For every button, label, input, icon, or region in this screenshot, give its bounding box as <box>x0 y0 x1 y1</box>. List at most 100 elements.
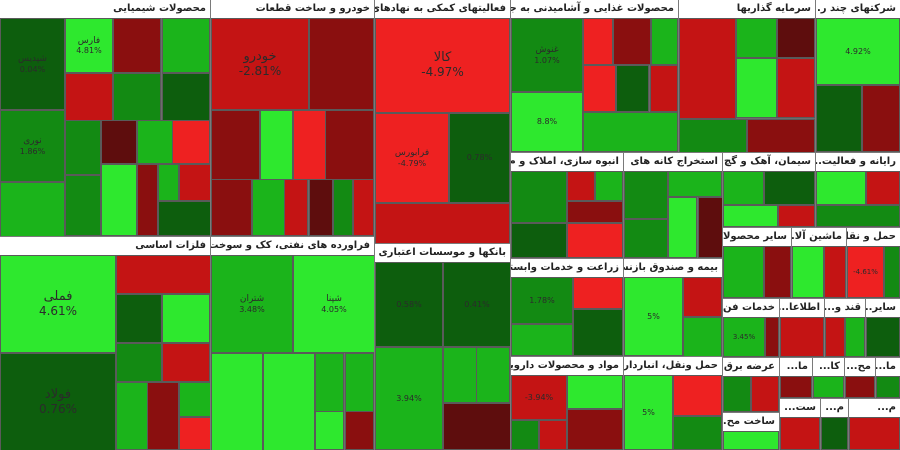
stock-tile[interactable] <box>116 255 210 294</box>
stock-tile[interactable] <box>780 317 824 357</box>
stock-tile[interactable] <box>252 179 285 236</box>
sector-10[interactable]: استخراج کانه های <box>624 153 722 258</box>
sector-7[interactable]: فراورده های نفتی، کک و سوخت ه...شتران3.4… <box>211 237 374 450</box>
stock-tile[interactable] <box>816 85 862 152</box>
stock-tile[interactable] <box>567 223 623 258</box>
sector-15[interactable]: سایر محصولا... <box>723 228 791 298</box>
stock-tile[interactable] <box>764 246 791 298</box>
stock-tile[interactable] <box>624 219 668 258</box>
stock-tile[interactable] <box>137 120 173 164</box>
stock-tile[interactable] <box>113 73 161 121</box>
stock-tile[interactable] <box>698 197 722 258</box>
stock-tile[interactable] <box>845 317 865 357</box>
stock-tile[interactable] <box>723 431 779 450</box>
stock-tile[interactable] <box>624 171 668 219</box>
stock-tile[interactable] <box>821 417 848 450</box>
stock-tile[interactable] <box>137 164 158 236</box>
stock-tile[interactable] <box>813 376 844 398</box>
stock-tile[interactable] <box>263 353 315 450</box>
stock-tile[interactable] <box>179 164 210 201</box>
stock-tile[interactable] <box>0 182 65 236</box>
stock-tile[interactable] <box>179 382 210 417</box>
stock-tile[interactable]: 3.94% <box>375 347 443 450</box>
stock-tile[interactable] <box>116 294 162 343</box>
stock-tile[interactable] <box>825 317 845 357</box>
stock-tile[interactable] <box>539 420 567 450</box>
stock-tile[interactable] <box>511 223 567 258</box>
stock-tile[interactable] <box>616 65 649 112</box>
stock-tile[interactable]: -3.94% <box>511 375 567 420</box>
stock-tile[interactable] <box>723 171 764 205</box>
stock-tile[interactable] <box>101 164 137 236</box>
stock-tile[interactable]: 0.58% <box>375 262 443 347</box>
stock-tile[interactable] <box>849 417 900 450</box>
stock-tile[interactable]: کالا -4.97% <box>375 18 510 113</box>
stock-tile[interactable] <box>162 343 210 382</box>
stock-tile[interactable] <box>777 58 815 118</box>
sector-20[interactable]: خدمات فن... 3.45% <box>723 299 779 357</box>
stock-tile[interactable] <box>325 110 374 180</box>
stock-tile[interactable] <box>333 179 353 236</box>
stock-tile[interactable] <box>816 205 900 227</box>
stock-tile[interactable] <box>101 120 137 164</box>
stock-tile[interactable] <box>567 375 623 409</box>
stock-tile[interactable] <box>583 112 678 152</box>
stock-tile[interactable] <box>179 417 210 450</box>
stock-tile[interactable] <box>345 411 374 450</box>
stock-tile[interactable] <box>736 58 777 118</box>
sector-29[interactable]: ما... <box>876 358 900 398</box>
stock-tile[interactable]: 0.78% <box>449 113 510 203</box>
stock-tile[interactable] <box>668 171 722 197</box>
sector-13[interactable]: زراعت و خدمات وابسته 1.78% <box>511 259 623 356</box>
sector-4[interactable]: سرمایه گذاریها <box>679 0 815 152</box>
stock-tile[interactable] <box>293 110 326 180</box>
stock-tile[interactable] <box>683 317 722 356</box>
sector-19[interactable]: حمل ونقل، انبارداری 5% <box>624 357 722 450</box>
stock-tile[interactable]: شپدیس 0.04% <box>0 18 65 110</box>
stock-tile[interactable] <box>476 347 510 403</box>
sector-28[interactable]: مح... <box>845 358 875 398</box>
stock-tile[interactable] <box>315 411 344 450</box>
stock-tile[interactable] <box>573 309 623 356</box>
sector-5[interactable]: شرکتهای چند ر... 4.92% <box>816 0 900 152</box>
stock-tile[interactable] <box>673 416 722 450</box>
stock-tile[interactable] <box>765 317 779 357</box>
stock-tile[interactable] <box>116 343 162 382</box>
stock-tile[interactable]: نوری 1.86% <box>0 110 65 182</box>
sector-14[interactable]: بیمه و صندوق بازنش... 5% <box>624 259 722 356</box>
stock-tile[interactable] <box>824 246 846 298</box>
stock-tile[interactable]: فرابورس -4.79% <box>375 113 449 203</box>
stock-tile[interactable] <box>567 171 595 201</box>
sector-32[interactable]: م... <box>849 399 900 450</box>
stock-tile[interactable] <box>511 324 573 356</box>
stock-tile[interactable] <box>511 420 539 450</box>
stock-tile[interactable] <box>211 353 263 450</box>
stock-tile[interactable] <box>65 120 101 175</box>
stock-tile[interactable] <box>65 73 113 121</box>
stock-tile[interactable]: 0.41% <box>443 262 510 347</box>
stock-tile[interactable] <box>650 65 678 112</box>
stock-tile[interactable] <box>780 417 820 450</box>
stock-tile[interactable] <box>777 18 815 58</box>
stock-tile[interactable]: شپنا 4.05% <box>293 255 374 353</box>
stock-tile[interactable] <box>764 171 815 205</box>
sector-22[interactable]: قند و... <box>825 299 865 357</box>
stock-tile[interactable] <box>353 179 374 236</box>
stock-tile[interactable] <box>845 376 875 398</box>
stock-tile[interactable] <box>876 376 900 398</box>
stock-tile[interactable] <box>723 376 751 412</box>
stock-tile[interactable] <box>747 119 815 152</box>
stock-tile[interactable] <box>309 18 374 110</box>
stock-tile[interactable]: غنوش 1.07% <box>511 18 583 92</box>
sector-6[interactable]: فلزات اساسی فملی 4.61% فولاد 0.76% <box>0 237 210 450</box>
stock-tile[interactable] <box>260 110 293 180</box>
stock-tile[interactable]: فارس 4.81% <box>65 18 113 73</box>
stock-tile[interactable] <box>116 382 148 450</box>
stock-tile[interactable]: شتران 3.48% <box>211 255 293 353</box>
stock-tile[interactable]: 5% <box>624 375 673 450</box>
stock-tile[interactable]: فولاد 0.76% <box>0 353 116 450</box>
stock-tile[interactable] <box>583 65 616 112</box>
stock-tile[interactable]: فملی 4.61% <box>0 255 116 353</box>
stock-tile[interactable] <box>573 277 623 309</box>
stock-tile[interactable] <box>567 201 623 223</box>
